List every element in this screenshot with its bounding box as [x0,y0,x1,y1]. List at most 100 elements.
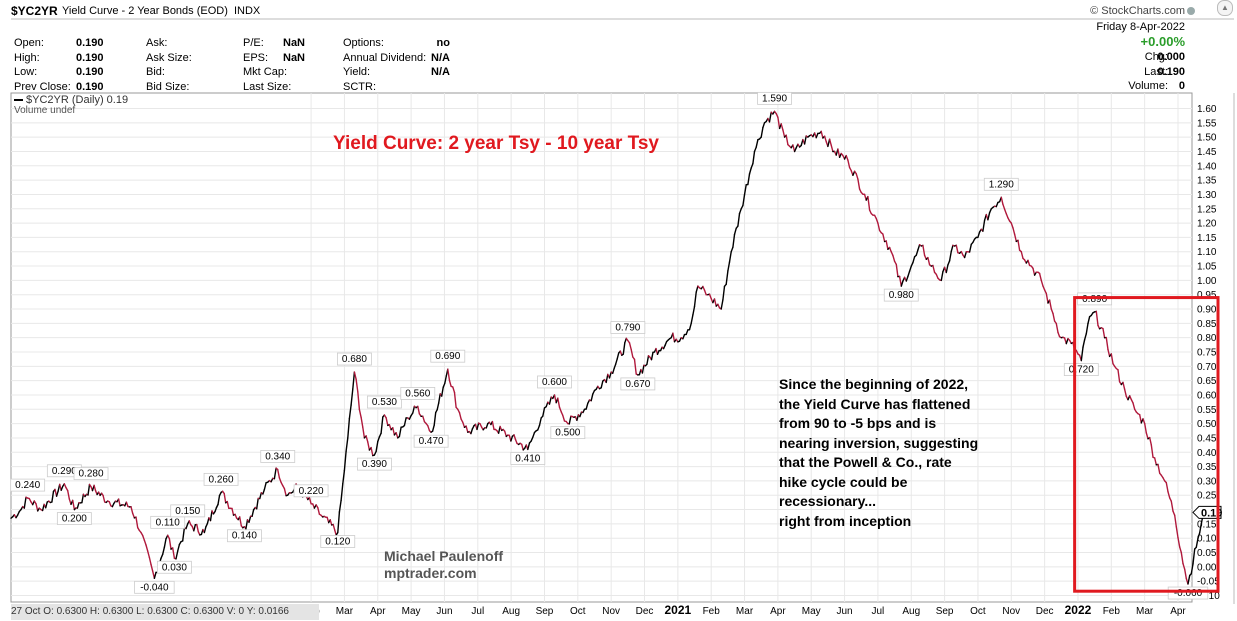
series-segment [510,435,514,442]
series-segment [1020,250,1024,260]
quote-label: P/E: [243,37,264,49]
y-tick-label: 1.10 [1197,247,1217,258]
y-tick-label: 0.45 [1197,433,1217,444]
value-annotation-box [620,377,656,391]
brand-link[interactable]: © StockCharts.com [1090,5,1185,17]
series-segment [527,442,531,451]
series-segment [214,506,218,513]
x-tick-label: Nov [1002,606,1020,617]
series-segment [1050,308,1054,315]
series-segment [55,490,59,497]
series-segment [108,501,112,507]
y-tick-label: 0.00 [1197,562,1217,573]
x-tick-label: Jun [837,606,853,617]
series-segment [847,159,851,169]
value-annotation-box [357,457,392,471]
series-segment [947,260,951,266]
series-segment [945,264,949,274]
y-tick-label: 0.70 [1197,362,1217,373]
series-segment [259,492,262,500]
quote-value: 0.190 [76,80,104,93]
series-segment [845,154,849,161]
series-segment [444,375,447,385]
value-annotation-box [610,321,646,334]
series-segment [742,194,746,207]
series-segment [777,116,781,130]
series-segment [1177,537,1181,548]
series-segment [1122,381,1126,390]
series-segment [398,426,402,438]
value-annotation: -0.060 [1174,588,1203,599]
series-segment [955,244,959,254]
note-line: the Yield Curve has flattened [779,395,971,412]
value-annotation-box [156,560,192,574]
last-value-marker [1192,505,1222,519]
x-tick-label: Jun [436,606,452,617]
value-annotation: 0.560 [405,388,430,399]
x-tick-label: Oct [970,606,986,617]
series-segment [1132,402,1136,410]
series-segment [1013,233,1017,243]
series-segment [263,482,267,491]
series-segment [780,123,784,131]
series-segment [81,493,85,504]
x-tick-label: Dec [1036,606,1054,617]
value-annotation: 0.280 [79,469,104,480]
series-segment [1198,523,1203,534]
series-segment [892,254,896,262]
author-watermark: Michael Paulenoff mptrader.com [384,548,503,582]
x-tick-label: May [402,606,421,617]
value-annotation: 0.670 [625,379,650,390]
y-tick-label: 1.00 [1197,276,1217,287]
series-segment [982,219,986,232]
series-segment [612,367,615,374]
series-segment [375,440,379,453]
series-segment [377,436,381,443]
x-tick-label: May [802,606,821,617]
series-segment [1178,546,1183,554]
series-segment [370,446,374,457]
value-annotation: 0.890 [1082,294,1107,305]
series-segment [1102,327,1106,339]
value-annotation: 0.290 [52,466,77,477]
series-segment [708,293,712,300]
note-line: recessionary... [779,493,877,509]
series-segment [693,291,697,308]
series-segment [568,415,572,425]
series-segment [538,417,542,427]
value-annotation-box [1063,363,1099,376]
series-segment [273,467,277,480]
series-segment [350,388,354,406]
y-tick-label: 1.05 [1197,262,1217,273]
scroll-up-icon[interactable]: ▲ [1217,0,1233,16]
series-segment [915,249,919,256]
series-segment [1167,491,1171,499]
series-segment [131,512,136,519]
y-tick-label: 1.50 [1197,133,1217,144]
series-segment [1048,299,1053,310]
y-tick-label: 0.65 [1197,376,1217,387]
quote-values-1: 0.190 0.190 0.190 0.190 [76,36,104,94]
series-segment [176,543,181,552]
value-annotation-box [757,91,792,105]
value-annotation: 1.290 [989,179,1014,190]
series-segment [855,172,859,180]
series-segment [622,342,626,355]
value-annotation: 0.690 [435,351,460,362]
x-tick-label: Feb [1103,606,1121,617]
series-segment [447,368,451,382]
value-annotation: 0.260 [209,474,234,485]
y-tick-label: 0.55 [1197,405,1217,416]
series-segment [360,416,364,428]
series-segment [476,422,480,431]
series-segment [782,129,786,138]
series-segment [548,396,552,405]
value-annotation-box [226,529,262,543]
series-segment [238,516,243,527]
series-segment [427,425,431,432]
value-annotation-box [134,580,175,594]
series-segment [352,371,356,390]
x-tick-label: Oct [570,606,586,617]
series-segment [1195,537,1199,548]
value-annotation: 0.140 [232,531,257,542]
